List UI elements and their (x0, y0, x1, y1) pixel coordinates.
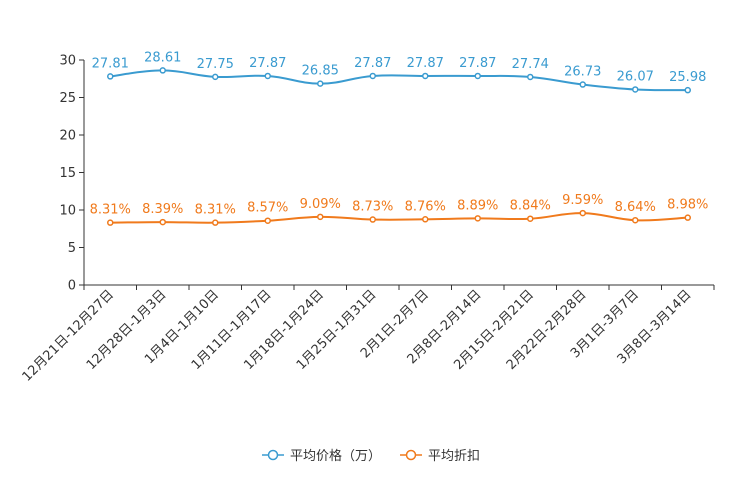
y-tick-label: 25 (59, 91, 76, 106)
data-point[interactable] (317, 213, 324, 221)
y-tick-label: 20 (59, 129, 76, 144)
y-tick-label: 30 (59, 54, 76, 69)
data-label: 8.39% (142, 202, 183, 217)
data-label: 27.87 (354, 56, 391, 71)
data-label: 27.87 (407, 56, 444, 71)
data-point[interactable] (579, 209, 586, 217)
data-label: 8.98% (667, 198, 708, 213)
legend-item-discount[interactable]: 平均折扣 (400, 449, 480, 464)
y-tick-label: 15 (59, 166, 76, 181)
data-label: 26.85 (302, 64, 339, 79)
legend-price-marker-icon (267, 449, 279, 461)
data-point[interactable] (212, 73, 219, 81)
data-point[interactable] (159, 218, 166, 226)
data-point[interactable] (474, 215, 481, 222)
x-tick-label: 12月21日-12月27日 (20, 287, 117, 384)
y-tick-label: 10 (59, 204, 76, 219)
data-point[interactable] (527, 215, 534, 222)
data-label: 8.64% (615, 200, 656, 215)
data-label: 8.89% (457, 198, 498, 213)
data-point[interactable] (422, 72, 429, 80)
data-label: 9.09% (300, 197, 341, 212)
data-label: 8.57% (247, 201, 288, 216)
data-point[interactable] (474, 72, 481, 80)
data-point[interactable] (369, 72, 376, 80)
series-line-1 (110, 212, 688, 224)
y-tick-label: 5 (68, 241, 76, 256)
data-label: 27.87 (459, 56, 496, 71)
data-point[interactable] (684, 86, 691, 94)
legend: 平均价格（万） 平均折扣 (262, 448, 480, 464)
legend-item-price[interactable]: 平均价格（万） (262, 448, 381, 464)
data-labels: 27.81 28.61 27.75 27.87 26.85 27.87 27.87 27.87… (90, 50, 709, 217)
data-point[interactable] (264, 72, 271, 80)
series-line-0 (110, 69, 688, 92)
data-point[interactable] (684, 214, 691, 221)
legend-discount-marker-icon (405, 449, 417, 461)
series-lines (110, 69, 688, 224)
data-point[interactable] (159, 67, 166, 74)
data-label: 8.84% (510, 199, 551, 214)
data-point[interactable] (422, 216, 429, 223)
data-label: 26.73 (564, 65, 601, 80)
data-label: 27.74 (512, 57, 549, 72)
data-point[interactable] (107, 73, 114, 80)
data-label: 26.07 (617, 69, 654, 84)
y-tick-label: 0 (68, 279, 76, 294)
series-points (107, 67, 691, 226)
data-point[interactable] (369, 216, 376, 223)
data-label: 8.31% (195, 203, 236, 218)
data-point[interactable] (579, 81, 586, 88)
data-point[interactable] (107, 219, 114, 226)
data-point[interactable] (212, 219, 219, 226)
legend-price-label: 平均价格（万） (290, 448, 381, 464)
data-point[interactable] (632, 86, 639, 93)
data-label: 27.87 (249, 56, 286, 71)
data-label: 8.76% (405, 199, 446, 214)
data-point[interactable] (264, 217, 271, 224)
data-label: 27.81 (92, 56, 129, 71)
data-label: 8.73% (352, 200, 393, 215)
data-label: 9.59% (562, 193, 603, 208)
data-label: 28.61 (144, 50, 181, 65)
data-label: 27.75 (197, 57, 234, 72)
data-point[interactable] (632, 216, 639, 224)
data-label: 25.98 (669, 70, 706, 85)
legend-discount-label: 平均折扣 (428, 449, 480, 464)
data-point[interactable] (527, 73, 534, 81)
data-point[interactable] (317, 80, 324, 87)
data-label: 8.31% (90, 203, 131, 218)
